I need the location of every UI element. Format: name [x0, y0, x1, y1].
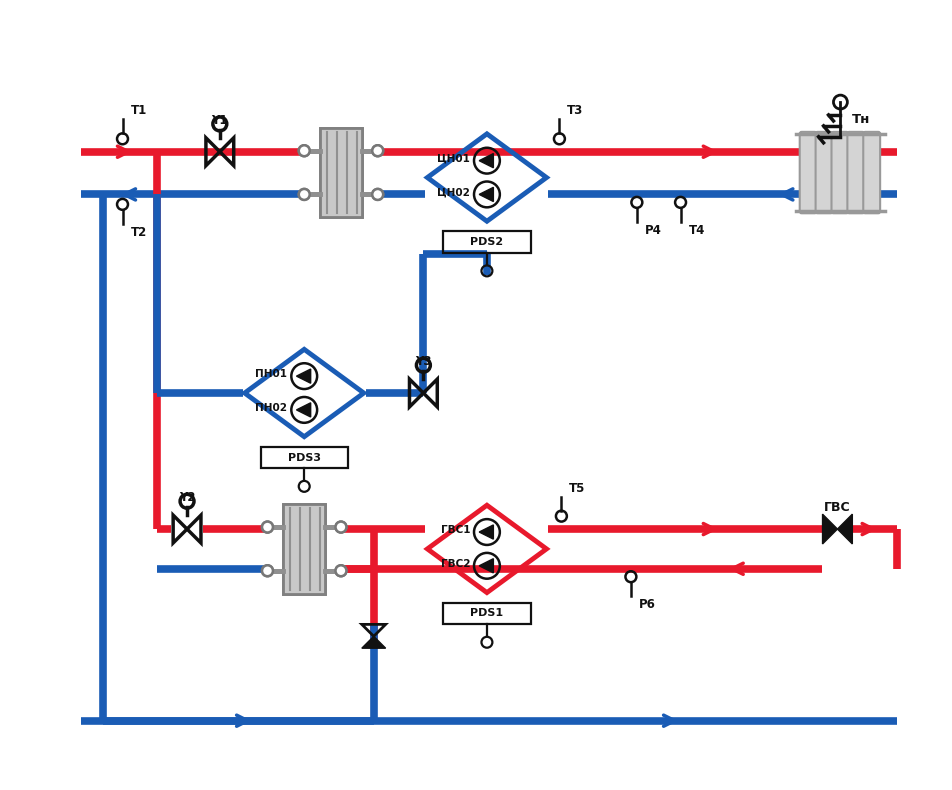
FancyBboxPatch shape: [283, 504, 325, 593]
Text: Т2: Т2: [130, 226, 147, 239]
Text: Т5: Т5: [568, 482, 585, 495]
FancyBboxPatch shape: [320, 128, 362, 217]
Polygon shape: [479, 153, 493, 167]
Text: PDS1: PDS1: [470, 608, 503, 619]
Text: Y2: Y2: [179, 491, 195, 504]
Text: Р4: Р4: [645, 224, 661, 237]
Circle shape: [298, 189, 309, 200]
FancyBboxPatch shape: [320, 128, 362, 217]
Text: Т4: Т4: [687, 224, 704, 237]
Polygon shape: [479, 187, 493, 201]
Circle shape: [372, 189, 383, 200]
Text: Т1: Т1: [130, 104, 147, 118]
Polygon shape: [296, 369, 310, 383]
Text: ГВС1: ГВС1: [440, 525, 469, 535]
Polygon shape: [296, 403, 310, 417]
Text: ГВС2: ГВС2: [440, 559, 469, 569]
Text: ЦН01: ЦН01: [437, 154, 469, 164]
Circle shape: [298, 189, 309, 200]
Circle shape: [335, 566, 347, 576]
Text: PDS3: PDS3: [288, 453, 321, 463]
FancyBboxPatch shape: [846, 132, 863, 213]
Text: Y3: Y3: [415, 356, 431, 368]
Circle shape: [372, 145, 383, 156]
Circle shape: [335, 521, 347, 532]
Polygon shape: [479, 525, 493, 539]
FancyBboxPatch shape: [799, 132, 816, 213]
Text: ГВС: ГВС: [823, 501, 850, 514]
Circle shape: [335, 566, 347, 576]
Circle shape: [298, 145, 309, 156]
Text: ПН01: ПН01: [255, 369, 288, 379]
Text: ЦН02: ЦН02: [437, 187, 469, 198]
FancyBboxPatch shape: [815, 132, 832, 213]
Circle shape: [372, 189, 383, 200]
FancyBboxPatch shape: [830, 132, 847, 213]
Circle shape: [335, 521, 347, 532]
Text: Р6: Р6: [638, 598, 655, 611]
Text: PDS2: PDS2: [470, 237, 503, 247]
Circle shape: [262, 521, 272, 532]
Circle shape: [262, 566, 272, 576]
FancyBboxPatch shape: [283, 504, 325, 593]
Text: Y1: Y1: [211, 114, 228, 127]
FancyBboxPatch shape: [863, 132, 880, 213]
Circle shape: [298, 145, 309, 156]
Text: Т3: Т3: [566, 104, 583, 118]
Circle shape: [372, 145, 383, 156]
Circle shape: [262, 521, 272, 532]
Circle shape: [262, 566, 272, 576]
Text: ПН02: ПН02: [255, 403, 288, 413]
Polygon shape: [362, 636, 386, 649]
Polygon shape: [479, 559, 493, 573]
Text: Тн: Тн: [851, 114, 870, 126]
Polygon shape: [822, 514, 837, 544]
Polygon shape: [837, 514, 851, 544]
